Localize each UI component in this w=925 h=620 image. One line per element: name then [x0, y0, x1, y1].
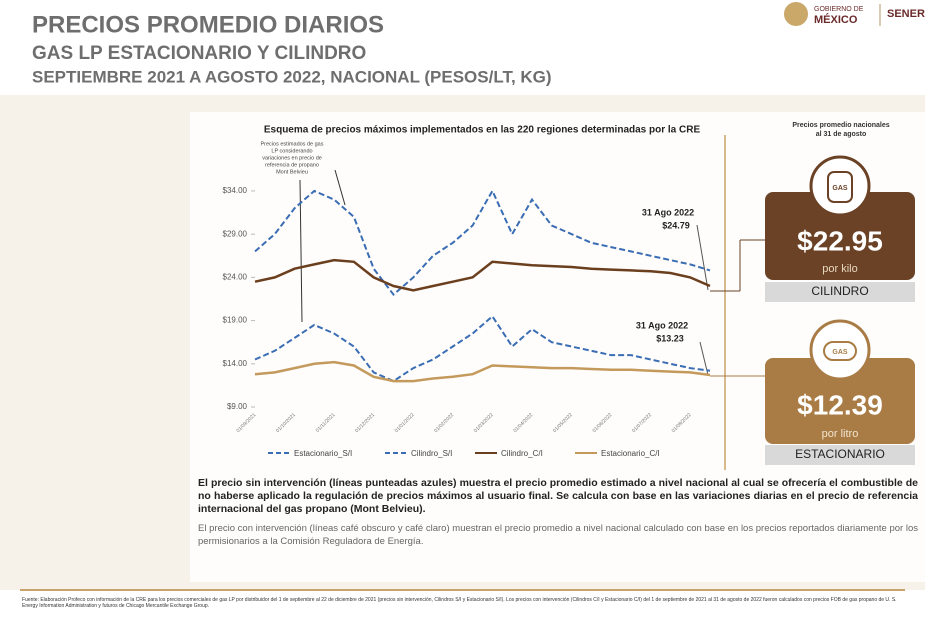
note-bold: El precio sin intervención (líneas punte…: [198, 477, 918, 515]
title: PRECIOS PROMEDIO DIARIOS: [32, 11, 384, 38]
logo-text: MÉXICO: [814, 13, 858, 26]
subtitle: GAS LP ESTACIONARIO Y CILINDRO: [32, 43, 366, 64]
cylinder-unit: por kilo: [822, 263, 857, 275]
legend-label: Estacionario_C/I: [601, 449, 660, 458]
y-tick-label: $29.00: [223, 229, 248, 238]
end-label-date: 31 Ago 2022: [642, 207, 694, 217]
annotation: LP considerando: [271, 148, 312, 154]
legend-label: Cilindro_C/I: [501, 449, 543, 458]
logo-emblem: [784, 2, 808, 26]
cylinder-icon: [809, 155, 871, 217]
chart-title: Esquema de precios máximos implementados…: [264, 125, 701, 136]
agency: SENER: [887, 8, 925, 20]
end-label-price: $13.23: [656, 333, 684, 343]
stationary-icon: [809, 319, 871, 381]
footer: Fuente: Elaboración Profeco con informac…: [22, 597, 897, 609]
stationary-box: [765, 358, 915, 444]
icon-label: GAS: [832, 185, 848, 192]
cylinder-label: CILINDRO: [811, 284, 868, 298]
cylinder-icon: [827, 171, 853, 203]
period: SEPTIEMBRE 2021 A AGOSTO 2022, NACIONAL …: [32, 67, 552, 86]
cylinder-price: $22.95: [797, 225, 883, 256]
y-tick-label: $9.00: [227, 402, 248, 411]
series-line: [254, 258, 711, 292]
series-line: [254, 188, 711, 297]
icon-label: GAS: [832, 349, 848, 356]
legend-label: Estacionario_S/I: [294, 449, 352, 458]
panel-title: al 31 de agosto: [816, 131, 867, 138]
annotation: referencia de propano: [265, 162, 319, 168]
arrow: [699, 341, 709, 376]
stationary-label-box: [765, 445, 915, 465]
panel-title: Precios promedio nacionales: [792, 122, 889, 129]
annotation: Mont Belvieu: [276, 169, 308, 175]
stationary-icon: [823, 341, 857, 361]
y-tick-label: $14.00: [223, 359, 248, 368]
stationary-unit: por litro: [822, 428, 859, 440]
stationary-label: ESTACIONARIO: [795, 447, 885, 461]
end-label-date: 31 Ago 2022: [636, 320, 688, 330]
content-area: [190, 112, 925, 582]
arrow: [334, 169, 346, 206]
series-line: [254, 314, 711, 383]
note: El precio con intervención (líneas café …: [198, 523, 918, 547]
y-tick-label: $19.00: [223, 316, 248, 325]
cylinder-box: [765, 192, 915, 280]
y-tick-label: $34.00: [223, 186, 248, 195]
annotation: Precios estimados de gas: [261, 141, 324, 147]
annotation: variaciones en precio de: [262, 155, 322, 161]
cylinder-label-box: [765, 282, 915, 302]
stationary-price: $12.39: [797, 389, 883, 420]
y-tick-label: $24.00: [223, 272, 248, 281]
end-label-price: $24.79: [662, 220, 690, 230]
logo-text: GOBIERNO DE: [814, 6, 864, 13]
series-line: [254, 360, 711, 383]
arrow: [696, 224, 709, 291]
legend-label: Cilindro_S/I: [411, 449, 452, 458]
